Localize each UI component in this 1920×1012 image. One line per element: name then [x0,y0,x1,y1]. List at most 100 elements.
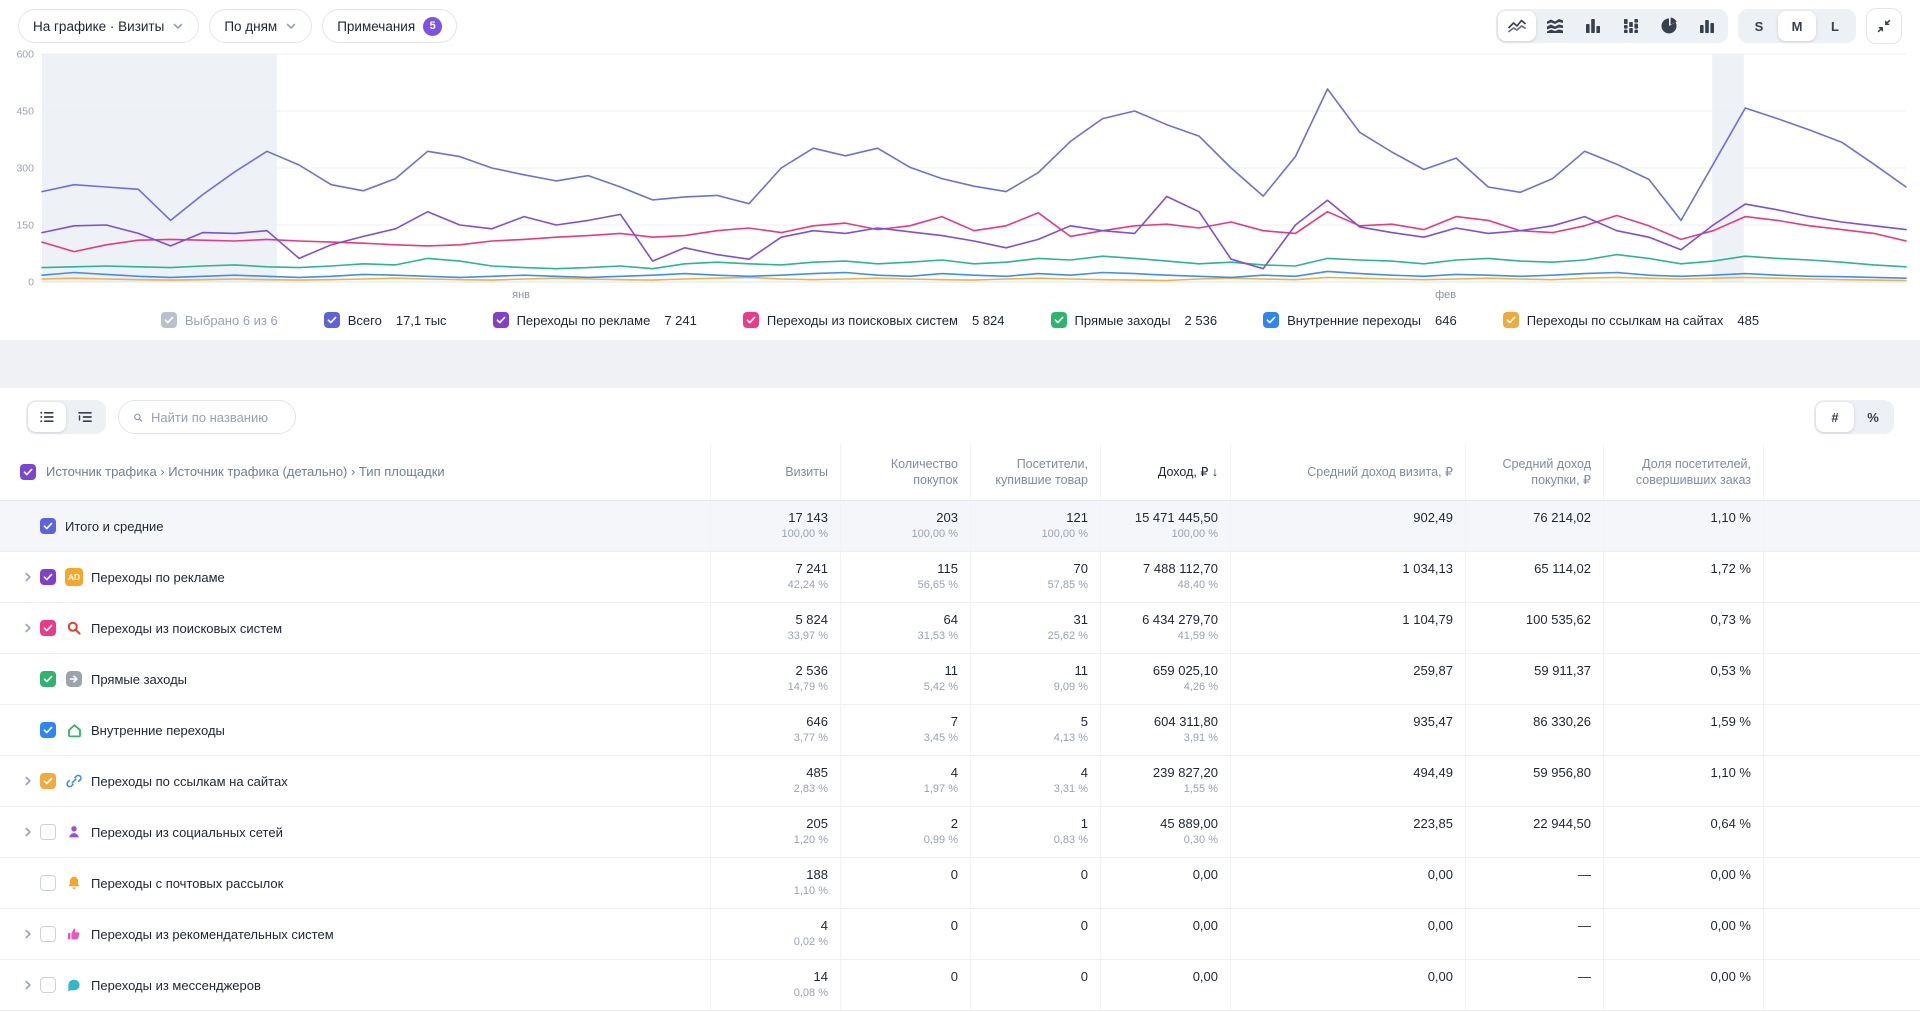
row-label[interactable]: Итого и средние [65,519,163,534]
column-header[interactable]: Средний доход покупки, ₽ [1465,444,1603,500]
metric-cell: 203100,00 % [840,501,970,551]
traffic-line-chart[interactable]: 0150300450600янвфев [0,46,1920,304]
metric-percent: 33,97 % [788,630,828,642]
expand-chevron-icon[interactable] [16,978,40,992]
legend-item[interactable]: Переходы по ссылкам на сайтах485 [1503,312,1759,328]
metric-percent: 100,00 % [912,528,958,540]
expand-chevron-icon[interactable] [16,621,40,635]
chart-size-s[interactable]: S [1740,11,1778,41]
legend-item-checkbox[interactable] [493,312,509,328]
column-header[interactable]: Визиты [710,444,840,500]
metric-cell: — [1465,909,1603,959]
row-spacer [1763,603,1920,653]
legend-item-checkbox[interactable] [1051,312,1067,328]
metric-cell: 121100,00 % [970,501,1100,551]
column-header[interactable]: Количество покупок [840,444,970,500]
series-line[interactable] [42,255,1906,269]
row-label[interactable]: Переходы из поисковых систем [91,621,282,636]
legend-select-all-checkbox[interactable] [161,312,177,328]
metric-value: 11 [945,663,959,678]
metric-value: 1 104,79 [1402,612,1453,627]
metric-value: 15 471 445,50 [1135,510,1218,525]
row-label[interactable]: Прямые заходы [91,672,187,687]
row-label[interactable]: Внутренние переходы [91,723,225,738]
search-input[interactable] [151,410,281,425]
row-checkbox[interactable] [40,620,56,636]
legend-item[interactable]: Переходы из поисковых систем5 824 [743,312,1005,328]
legend-item-checkbox[interactable] [1263,312,1279,328]
expand-chevron-icon[interactable] [16,570,40,584]
row-checkbox[interactable] [40,824,56,840]
metric-percent: 100,00 % [1172,528,1218,540]
metric-value: 188 [806,867,828,882]
metric-value: 0 [1081,969,1088,984]
row-checkbox[interactable] [40,926,56,942]
legend-item[interactable]: Внутренние переходы646 [1263,312,1457,328]
search-box[interactable] [118,400,296,434]
row-checkbox[interactable] [40,569,56,585]
row-spacer [1763,552,1920,602]
collapse-chart-button[interactable] [1866,8,1902,44]
dimension-breadcrumb[interactable]: Источник трафика › Источник трафика (дет… [46,464,445,481]
pie-chart-icon[interactable] [1650,11,1688,41]
column-header[interactable]: Средний доход визита, ₽ [1230,444,1465,500]
chart-size-l[interactable]: L [1816,11,1854,41]
stacked-area-chart-icon[interactable] [1536,11,1574,41]
row-checkbox[interactable] [40,722,56,738]
row-checkbox[interactable] [40,518,56,534]
metric-cell: 0,00 [1100,909,1230,959]
legend-item-value: 485 [1737,313,1759,328]
row-checkbox[interactable] [40,671,56,687]
metric-selector-button[interactable]: На графике · Визиты [18,9,199,43]
column-header[interactable]: Посетители, купившие товар [970,444,1100,500]
row-checkbox[interactable] [40,977,56,993]
metric-cell: 17 143100,00 % [710,501,840,551]
tree-list-icon[interactable] [66,402,104,432]
period-selector-button[interactable]: По дням [209,9,312,43]
series-line[interactable] [42,277,1906,280]
expand-chevron-icon[interactable] [16,927,40,941]
line-chart-icon[interactable] [1498,11,1536,41]
metric-value: 7 [951,714,958,729]
expand-chevron-icon[interactable] [16,774,40,788]
metric-cell: 1,10 % [1603,756,1763,806]
legend-item[interactable]: Переходы по рекламе7 241 [493,312,697,328]
series-line[interactable] [42,89,1906,220]
stacked-bar-chart-icon[interactable] [1612,11,1650,41]
row-label[interactable]: Переходы из социальных сетей [91,825,283,840]
metric-cell: 1 104,79 [1230,603,1465,653]
chart-size-m[interactable]: M [1778,11,1816,41]
legend-item[interactable]: Прямые заходы2 536 [1051,312,1218,328]
legend-item-checkbox[interactable] [1503,312,1519,328]
legend-select-all[interactable]: Выбрано 6 из 6 [161,312,278,328]
legend-item-checkbox[interactable] [324,312,340,328]
series-line[interactable] [42,212,1906,252]
metric-value: — [1578,867,1591,882]
series-line[interactable] [42,197,1906,269]
row-label[interactable]: Переходы по ссылкам на сайтах [91,774,288,789]
histogram-icon[interactable] [1688,11,1726,41]
row-label[interactable]: Переходы из мессенджеров [91,978,261,993]
select-all-rows-checkbox[interactable] [20,464,36,480]
row-label[interactable]: Переходы по рекламе [91,570,225,585]
notes-button[interactable]: Примечания 5 [322,9,457,43]
column-header[interactable]: Доля посетителей, совершивших заказ [1603,444,1763,500]
row-checkbox[interactable] [40,773,56,789]
bar-chart-icon[interactable] [1574,11,1612,41]
flat-list-icon[interactable] [28,402,66,432]
metric-percent: 3,91 % [1184,732,1218,744]
row-label[interactable]: Переходы из рекомендательных систем [91,927,334,942]
legend-item[interactable]: Всего17,1 тыс [324,312,447,328]
column-header[interactable]: Доход, ₽ ↓ [1100,444,1230,500]
column-header-dimension[interactable]: Источник трафика › Источник трафика (дет… [0,444,710,500]
y-axis-tick: 600 [16,49,34,61]
metric-cell: 223,85 [1230,807,1465,857]
row-label[interactable]: Переходы с почтовых рассылок [91,876,283,891]
row-checkbox[interactable] [40,875,56,891]
metric-cell: 1,59 % [1603,705,1763,755]
legend-item-checkbox[interactable] [743,312,759,328]
expand-chevron-icon[interactable] [16,825,40,839]
metric-value: 0,00 [1428,969,1453,984]
absolute-values-toggle[interactable]: # [1816,402,1854,432]
percent-values-toggle[interactable]: % [1854,402,1892,432]
